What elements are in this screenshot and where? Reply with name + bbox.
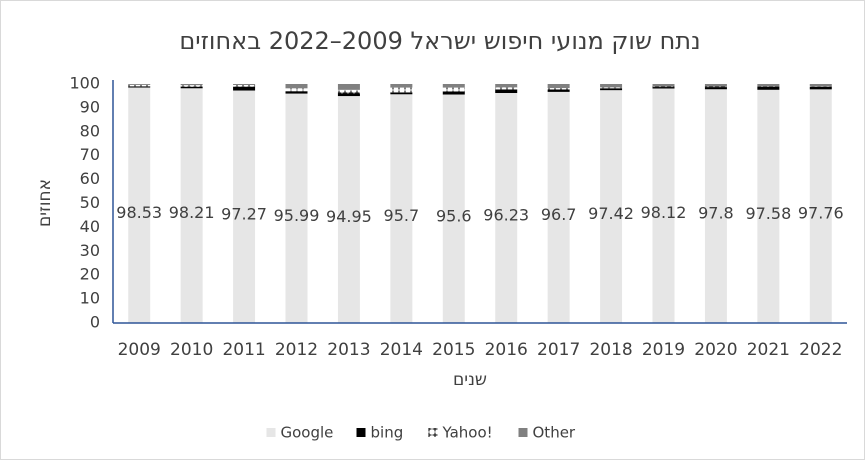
bar-segment <box>810 84 832 86</box>
bar-segment <box>128 86 150 87</box>
y-tick-label: 90 <box>80 97 100 116</box>
y-tick-label: 0 <box>90 313 100 332</box>
x-tick-label: 2017 <box>537 340 580 360</box>
bar-segment <box>390 88 412 93</box>
bar-segment <box>548 89 570 91</box>
bar-segment <box>181 85 203 87</box>
x-tick-label: 2016 <box>485 340 528 360</box>
bar-segment <box>443 91 465 94</box>
bar-segment <box>443 84 465 88</box>
x-tick-label: 2012 <box>275 340 318 360</box>
data-label: 97.76 <box>798 204 844 223</box>
x-tick-label: 2015 <box>432 340 475 360</box>
bar-segment <box>705 87 727 89</box>
bar-segment <box>233 87 255 91</box>
bar-segment <box>810 87 832 90</box>
bar-segment <box>338 90 360 94</box>
y-axis-title: אחוזים <box>35 179 55 227</box>
bar-segment <box>390 92 412 94</box>
bar-segment <box>390 84 412 88</box>
data-label: 97.58 <box>745 204 791 223</box>
bar-segment <box>705 86 727 87</box>
bar-segment <box>653 86 675 87</box>
y-tick-label: 40 <box>80 217 100 236</box>
bar-segment <box>233 84 255 85</box>
bar-segment <box>705 84 727 86</box>
data-label: 96.23 <box>483 206 529 225</box>
x-tick-label: 2011 <box>222 340 265 360</box>
y-tick-label: 20 <box>80 265 100 284</box>
bar-segment <box>548 84 570 88</box>
bar-segment <box>495 89 517 93</box>
data-label: 96.7 <box>541 205 577 224</box>
legend-label: Yahoo! <box>442 424 493 442</box>
data-label: 98.53 <box>116 203 162 222</box>
bar-segment <box>181 84 203 85</box>
legend-label: bing <box>371 424 404 442</box>
bar-segment <box>600 88 622 90</box>
bar-segment <box>338 84 360 90</box>
y-tick-label: 10 <box>80 289 100 308</box>
legend-swatch <box>519 428 528 437</box>
bar-segment <box>653 87 675 88</box>
bar-segment <box>548 88 570 89</box>
bar-segment <box>128 85 150 86</box>
x-tick-label: 2014 <box>380 340 423 360</box>
data-label: 95.6 <box>436 206 472 225</box>
data-label: 95.7 <box>384 206 420 225</box>
bar-segment <box>286 91 308 93</box>
y-tick-label: 100 <box>69 74 100 93</box>
data-label: 97.27 <box>221 204 267 223</box>
y-tick-label: 60 <box>80 169 100 188</box>
bar-segment <box>757 84 779 86</box>
bar-segment <box>338 93 360 96</box>
legend-swatch <box>429 428 438 437</box>
y-tick-label: 50 <box>80 193 100 212</box>
bar-segment <box>286 88 308 91</box>
bar-segment <box>495 87 517 89</box>
data-label: 94.95 <box>326 207 372 226</box>
x-axis-title: שנים <box>453 370 487 390</box>
bar-segment <box>600 87 622 88</box>
data-label: 98.21 <box>169 203 215 222</box>
bar-segment <box>233 85 255 87</box>
y-tick-label: 70 <box>80 145 100 164</box>
bar-segment <box>757 87 779 90</box>
x-tick-label: 2021 <box>747 340 790 360</box>
bar-segment <box>181 87 203 88</box>
bar-segment <box>600 84 622 87</box>
x-tick-label: 2009 <box>118 340 161 360</box>
data-label: 98.12 <box>641 203 687 222</box>
chart-title: נתח שוק מנועי חיפוש ישראל 2009–2022 באחו… <box>179 27 700 55</box>
x-tick-label: 2019 <box>642 340 685 360</box>
y-tick-label: 30 <box>80 241 100 260</box>
legend-swatch <box>267 428 276 437</box>
data-label: 97.8 <box>698 204 734 223</box>
bar-segment <box>128 84 150 85</box>
y-tick-label: 80 <box>80 121 100 140</box>
bar-segment <box>443 88 465 92</box>
x-tick-label: 2018 <box>589 340 632 360</box>
data-label: 97.42 <box>588 204 634 223</box>
legend-swatch <box>357 428 366 437</box>
legend-label: Other <box>533 424 576 442</box>
bar-segment <box>653 84 675 86</box>
x-tick-label: 2022 <box>799 340 842 360</box>
bar-segment <box>495 84 517 87</box>
bar-segment <box>286 84 308 88</box>
legend-label: Google <box>281 424 334 442</box>
x-tick-label: 2010 <box>170 340 213 360</box>
x-tick-label: 2020 <box>694 340 737 360</box>
x-tick-label: 2013 <box>327 340 370 360</box>
data-label: 95.99 <box>274 206 320 225</box>
